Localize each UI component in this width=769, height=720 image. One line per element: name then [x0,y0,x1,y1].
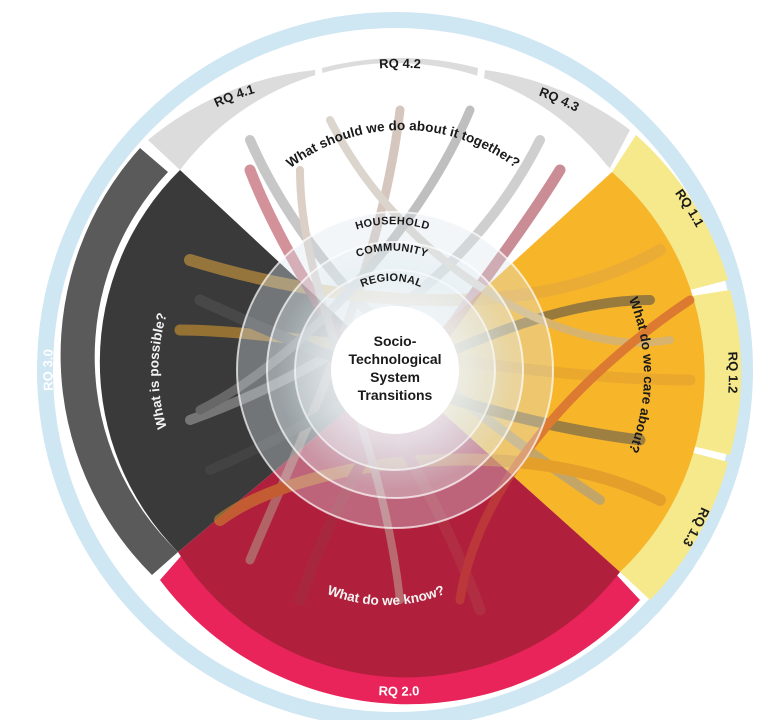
rq-label-3-0: RQ 3.0 [40,349,56,392]
center-line-1: Socio- [374,333,417,349]
rq-label-4-2: RQ 4.2 [379,56,422,72]
center-circle [331,306,459,434]
quadrant-possible [99,170,395,552]
center-title: Socio- Technological System Transitions [348,333,441,403]
center-line-4: Transitions [358,387,433,403]
level-household: HOUSEHOLD [354,215,431,232]
rq-segment-1-3[interactable] [620,452,728,600]
center-line-3: System [370,369,420,385]
rq-label-2-0: RQ 2.0 [378,683,420,699]
level-community: COMMUNITY [355,242,430,260]
rq-segment-1-1[interactable] [612,135,728,290]
center-line-2: Technological [348,351,441,367]
quadrant-know [178,370,620,678]
rq-segment-2-0[interactable] [160,555,640,705]
rq-segment-3-0[interactable] [60,148,178,575]
rq-segment-1-2[interactable] [692,290,742,455]
outer-ring [37,12,753,720]
rq-label-1-2: RQ 1.2 [725,351,741,394]
